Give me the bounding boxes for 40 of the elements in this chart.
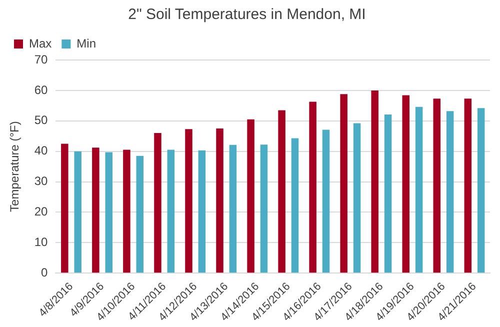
bar xyxy=(61,144,68,273)
bar xyxy=(371,90,378,273)
bar xyxy=(446,111,454,273)
y-axis-title: Temperature (°F) xyxy=(8,121,22,212)
bar xyxy=(477,108,485,273)
legend-label: Max xyxy=(29,36,52,50)
y-tick-label: 10 xyxy=(34,234,48,249)
y-tick-label: 40 xyxy=(34,144,48,158)
bar xyxy=(105,152,112,273)
legend-label: Min xyxy=(76,36,96,50)
bar xyxy=(291,138,299,273)
bar xyxy=(154,133,162,273)
bar xyxy=(433,98,441,273)
bar xyxy=(415,106,423,273)
bar xyxy=(353,123,361,273)
bar xyxy=(136,156,144,273)
bar xyxy=(464,98,472,273)
chart-title: 2" Soil Temperatures in Mendon, MI xyxy=(128,6,366,24)
bar xyxy=(198,150,206,273)
bar xyxy=(322,130,330,273)
bar xyxy=(92,148,100,273)
y-tick-label: 70 xyxy=(34,52,48,66)
bar xyxy=(167,150,175,273)
bar xyxy=(247,119,254,273)
y-tick-label: 50 xyxy=(34,113,48,128)
y-tick-label: 20 xyxy=(34,204,48,218)
bar xyxy=(229,144,237,273)
bar xyxy=(278,110,286,273)
y-tick-label: 30 xyxy=(34,174,48,188)
bar xyxy=(74,151,82,273)
bar xyxy=(340,94,348,273)
bar xyxy=(185,129,192,273)
bar xyxy=(384,114,392,273)
bar xyxy=(260,144,268,273)
y-tick-label: 60 xyxy=(34,82,48,97)
bar xyxy=(216,128,224,273)
bar xyxy=(402,95,410,273)
bar xyxy=(123,150,130,273)
bar xyxy=(309,102,316,273)
y-tick-label: 0 xyxy=(41,265,48,280)
